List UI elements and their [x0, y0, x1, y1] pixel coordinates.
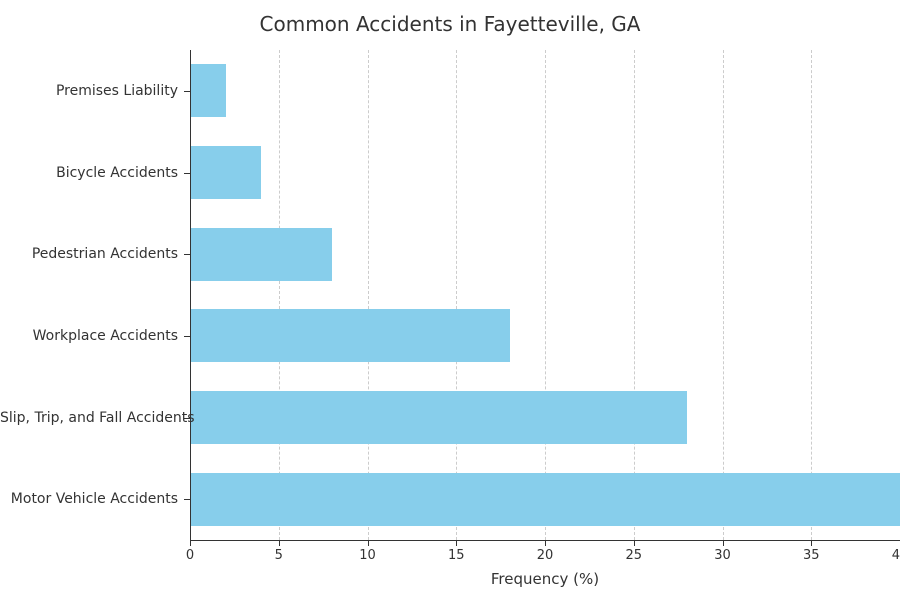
x-axis-label: Frequency (%)	[190, 570, 900, 588]
x-tick-label: 25	[625, 548, 642, 563]
y-tick	[184, 499, 190, 500]
y-tick-label: Slip, Trip, and Fall Accidents	[0, 410, 178, 426]
gridline	[811, 50, 812, 540]
x-tick-label: 40	[892, 548, 900, 563]
y-tick	[184, 91, 190, 92]
x-tick-label: 15	[448, 548, 465, 563]
x-tick-label: 5	[275, 548, 283, 563]
y-tick-label: Workplace Accidents	[0, 328, 178, 344]
x-tick	[634, 540, 635, 546]
plot-area: 0510152025303540 Premises LiabilityBicyc…	[190, 50, 900, 540]
x-tick	[723, 540, 724, 546]
gridline	[368, 50, 369, 540]
y-tick	[184, 336, 190, 337]
bar	[190, 146, 261, 199]
y-tick	[184, 254, 190, 255]
gridline	[634, 50, 635, 540]
x-tick	[279, 540, 280, 546]
y-tick	[184, 173, 190, 174]
x-tick-label: 0	[186, 548, 194, 563]
x-tick	[545, 540, 546, 546]
x-tick-label: 30	[714, 548, 731, 563]
x-tick	[456, 540, 457, 546]
gridline	[456, 50, 457, 540]
chart-stage: Common Accidents in Fayetteville, GA 051…	[0, 0, 900, 600]
bar	[190, 473, 900, 526]
gridline	[545, 50, 546, 540]
bar	[190, 228, 332, 281]
x-tick-label: 35	[803, 548, 820, 563]
x-tick	[190, 540, 191, 546]
y-tick-label: Bicycle Accidents	[0, 165, 178, 181]
y-tick-label: Premises Liability	[0, 83, 178, 99]
bar	[190, 309, 510, 362]
chart-title: Common Accidents in Fayetteville, GA	[0, 12, 900, 36]
y-tick-label: Motor Vehicle Accidents	[0, 491, 178, 507]
y-tick-label: Pedestrian Accidents	[0, 246, 178, 262]
bar	[190, 391, 687, 444]
bar	[190, 64, 226, 117]
x-tick-label: 20	[537, 548, 554, 563]
x-tick	[368, 540, 369, 546]
y-axis-line	[190, 50, 191, 540]
gridline	[723, 50, 724, 540]
x-tick-label: 10	[359, 548, 376, 563]
gridline	[279, 50, 280, 540]
x-tick	[811, 540, 812, 546]
